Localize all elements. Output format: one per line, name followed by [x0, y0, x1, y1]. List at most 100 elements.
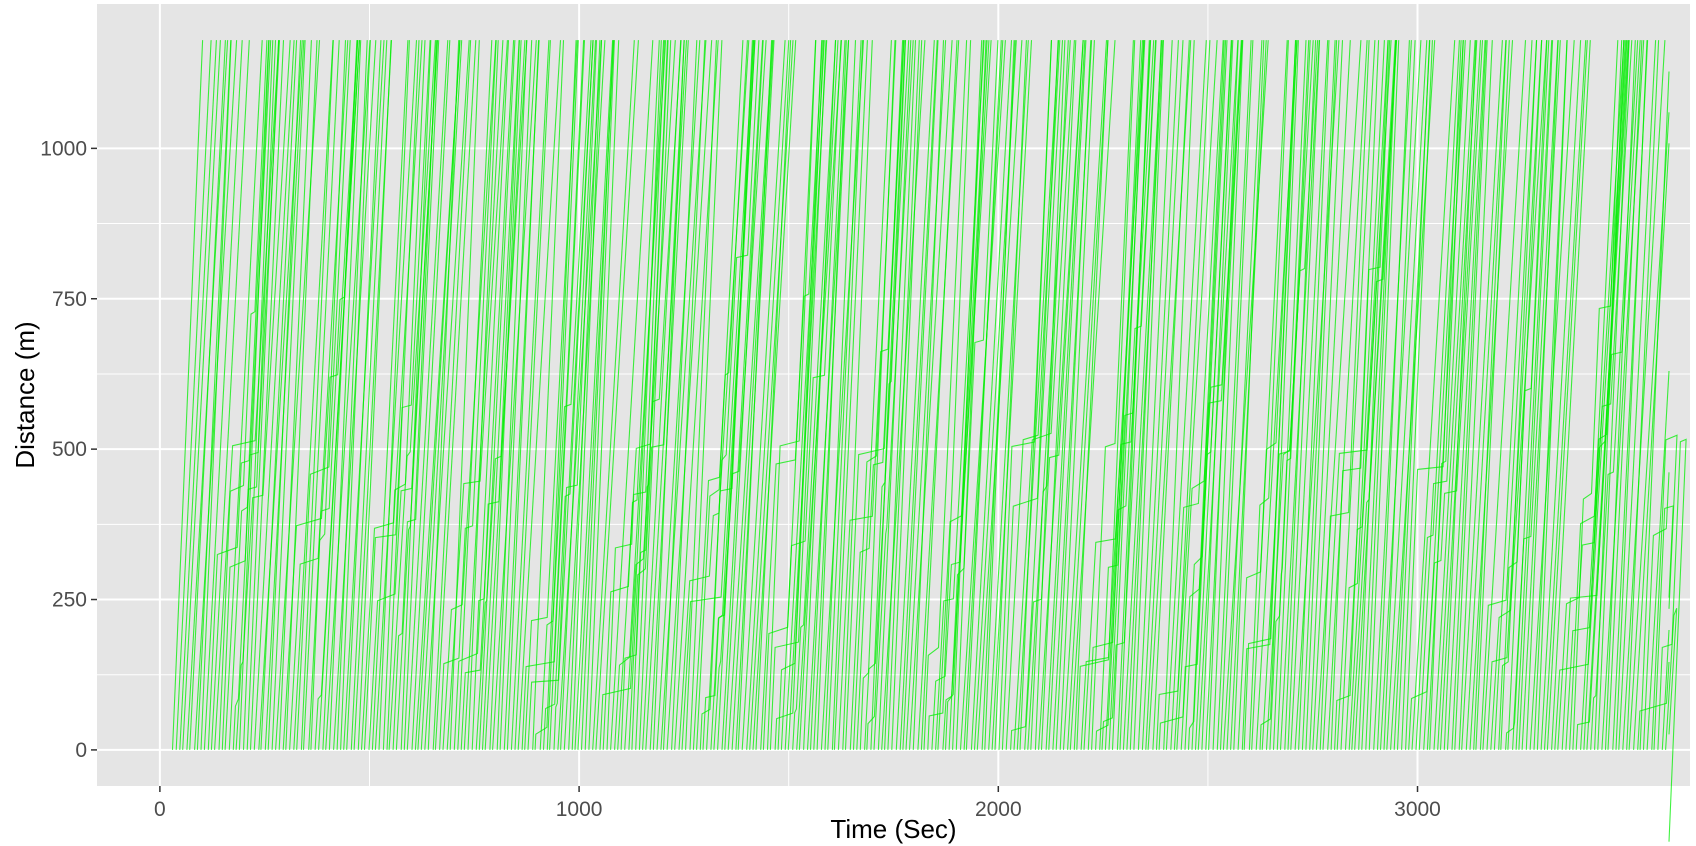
- vehicle-trajectory: [923, 40, 968, 750]
- vehicle-trajectory: [1145, 40, 1184, 750]
- vehicle-trajectory: [671, 40, 706, 750]
- vehicle-trajectory: [1475, 40, 1510, 750]
- vehicle-trajectory: [588, 40, 620, 750]
- vehicle-trajectory: [1045, 40, 1086, 750]
- vehicle-trajectory: [662, 40, 698, 750]
- vehicle-trajectory: [1261, 40, 1314, 750]
- vehicle-trajectory: [746, 40, 790, 750]
- vehicle-trajectory: [595, 40, 639, 750]
- vehicle-trajectory: [638, 40, 672, 750]
- vehicle-trajectory: [1287, 40, 1321, 750]
- vehicle-trajectory: [1059, 40, 1095, 750]
- vehicle-trajectory: [1062, 40, 1108, 750]
- vehicle-trajectory: [994, 40, 1027, 750]
- vehicle-trajectory: [580, 40, 614, 750]
- vehicle-trajectory: [780, 40, 842, 750]
- vehicle-trajectory: [374, 40, 418, 750]
- vehicle-trajectory: [1219, 40, 1254, 750]
- vehicle-trajectory: [1622, 40, 1666, 750]
- vehicle-trajectory: [1255, 40, 1298, 750]
- vehicle-trajectory: [1187, 40, 1227, 750]
- vehicle-trajectory: [927, 40, 972, 750]
- vehicle-trajectory: [574, 40, 614, 750]
- vehicle-trajectory: [1518, 40, 1554, 750]
- vehicle-trajectory: [285, 40, 318, 750]
- y-tick-label: 750: [52, 288, 87, 311]
- vehicle-trajectory: [681, 40, 754, 750]
- vehicle-trajectory: [1024, 40, 1084, 750]
- vehicle-trajectory: [1546, 40, 1588, 750]
- vehicle-trajectory: [1451, 40, 1487, 750]
- vehicle-trajectory: [442, 40, 497, 750]
- vehicle-trajectory: [610, 40, 654, 750]
- vehicle-trajectory: [741, 40, 786, 750]
- vehicle-trajectory: [1515, 40, 1553, 750]
- vehicle-trajectory: [260, 40, 298, 750]
- vehicle-trajectory: [517, 40, 562, 750]
- vehicle-trajectory: [1368, 40, 1400, 750]
- vehicle-trajectory: [207, 40, 270, 750]
- vehicle-trajectory: [1327, 40, 1368, 750]
- vehicle-trajectory: [809, 40, 846, 750]
- x-tick-label: 3000: [1394, 798, 1441, 821]
- x-axis-title: Time (Sec): [830, 814, 956, 844]
- vehicle-trajectory: [631, 40, 662, 750]
- vehicle-trajectory: [1569, 40, 1619, 750]
- vehicle-trajectory: [1354, 40, 1396, 750]
- vehicle-trajectory: [489, 40, 522, 750]
- vehicle-trajectory: [820, 40, 865, 750]
- vehicle-trajectory: [1461, 40, 1503, 750]
- vehicle-trajectory: [336, 40, 368, 750]
- vehicle-trajectory: [1540, 40, 1582, 750]
- vehicle-trajectory: [965, 40, 1002, 750]
- vehicle-trajectory: [1101, 40, 1157, 750]
- vehicle-trajectory: [189, 40, 226, 750]
- vehicle-trajectory: [824, 40, 857, 750]
- vehicle-trajectory: [660, 40, 707, 750]
- vehicle-trajectory: [400, 40, 432, 750]
- vehicle-trajectory: [1027, 40, 1071, 750]
- vehicle-trajectory: [1446, 40, 1486, 750]
- vehicle-trajectory: [302, 40, 340, 750]
- vehicle-trajectory: [749, 40, 794, 750]
- vehicle-trajectory: [1507, 40, 1543, 750]
- vehicle-trajectory: [1226, 40, 1263, 750]
- x-tick-label: 2000: [975, 798, 1022, 821]
- vehicle-trajectory: [884, 40, 917, 750]
- vehicle-trajectory: [499, 40, 533, 750]
- vehicle-trajectory: [1572, 40, 1623, 750]
- vehicle-trajectory: [1344, 40, 1389, 750]
- vehicle-trajectory: [403, 40, 437, 750]
- vehicle-trajectory: [1405, 40, 1462, 750]
- vehicle-trajectory: [1119, 40, 1150, 750]
- vehicle-trajectory: [171, 40, 204, 750]
- vehicle-trajectory: [624, 40, 682, 750]
- vehicle-trajectory: [710, 40, 756, 750]
- vehicle-trajectory: [253, 40, 295, 750]
- vehicle-trajectory: [1411, 40, 1456, 750]
- vehicle-trajectory: [642, 40, 682, 750]
- vehicle-trajectory: [1319, 40, 1370, 750]
- vehicle-trajectory: [1315, 40, 1362, 750]
- vehicle-trajectory: [527, 40, 594, 750]
- vehicle-trajectory: [1087, 40, 1142, 750]
- x-tick-label: 1000: [556, 798, 603, 821]
- vehicle-trajectory: [952, 40, 983, 750]
- vehicle-trajectory: [532, 40, 565, 750]
- vehicle-trajectory: [417, 40, 461, 750]
- vehicle-trajectory: [762, 40, 817, 750]
- vehicle-trajectory: [1479, 40, 1538, 750]
- vehicle-trajectory: [179, 40, 217, 750]
- vehicle-trajectory: [496, 40, 528, 750]
- vehicle-trajectory: [1137, 40, 1173, 750]
- vehicle-trajectory: [539, 40, 592, 750]
- vehicle-trajectory: [1423, 40, 1484, 750]
- vehicle-trajectory: [584, 40, 615, 750]
- vehicle-trajectory: [238, 40, 270, 750]
- vehicle-trajectory: [460, 40, 515, 750]
- vehicle-trajectory: [434, 40, 477, 750]
- vehicle-trajectory: [1482, 40, 1527, 750]
- vehicle-trajectory: [1301, 40, 1336, 750]
- vehicle-trajectory: [318, 40, 360, 750]
- vehicle-trajectory: [557, 40, 603, 750]
